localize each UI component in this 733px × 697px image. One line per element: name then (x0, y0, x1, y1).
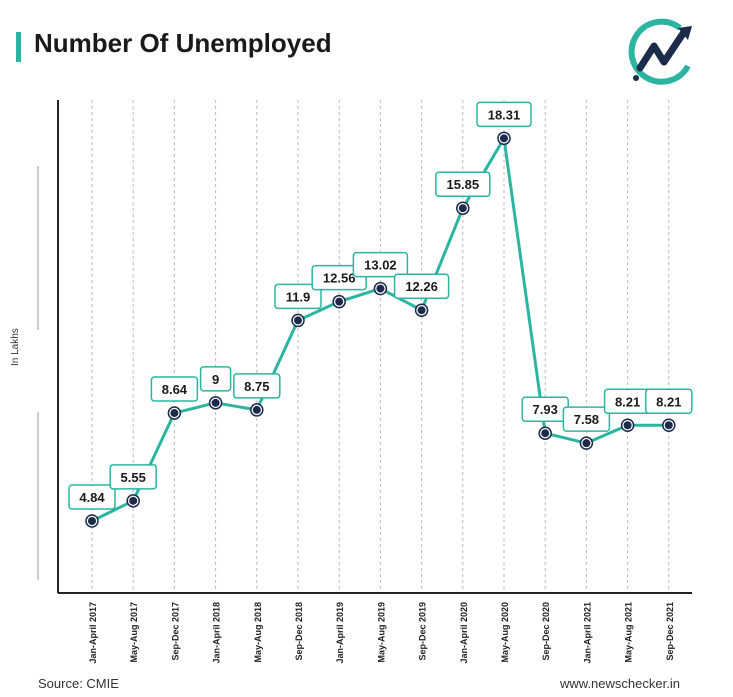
data-label: 12.56 (323, 271, 356, 286)
data-point (170, 409, 179, 418)
data-point (211, 398, 220, 407)
data-point (88, 517, 96, 525)
x-tick-label: May-Aug 2018 (253, 602, 263, 663)
data-label: 7.58 (574, 412, 599, 427)
x-tick-label: Jan-April 2018 (212, 602, 222, 664)
data-point (541, 429, 550, 438)
data-point (664, 421, 673, 430)
data-point (500, 134, 508, 143)
data-label: 11.9 (286, 289, 311, 304)
data-point (129, 496, 138, 505)
title-accent-bar (16, 32, 21, 62)
data-label: 12.26 (405, 279, 438, 294)
data-label-box (68, 484, 116, 510)
data-label-box (109, 464, 157, 490)
data-label: 7.93 (533, 402, 558, 417)
data-point (252, 405, 261, 414)
data-label-box (150, 376, 199, 402)
data-label: 13.02 (364, 258, 397, 273)
x-tick-label: May-Aug 2021 (624, 602, 634, 663)
data-label-box (233, 373, 281, 399)
chart-title: Number Of Unemployed (34, 28, 332, 58)
data-label: 8.21 (615, 394, 640, 409)
source-text: Source: CMIE (38, 676, 119, 691)
x-tick-label: Jan-April 2017 (88, 602, 98, 664)
data-label: 15.85 (447, 177, 480, 192)
data-label-box (476, 101, 532, 128)
data-label: 5.55 (121, 470, 146, 485)
x-tick-label: May-Aug 2017 (129, 602, 139, 663)
data-label-box (274, 283, 322, 310)
data-label-box (562, 406, 611, 432)
x-tick-label: Jan-April 2021 (582, 602, 592, 664)
data-point (458, 204, 467, 213)
data-label: 8.64 (162, 382, 188, 397)
x-tick-label: Sep-Dec 2018 (294, 602, 304, 661)
x-tick-label: May-Aug 2020 (500, 602, 510, 663)
x-tick-label: Sep-Dec 2021 (665, 602, 675, 661)
data-point (582, 439, 591, 448)
x-tick-label: Sep-Dec 2017 (170, 602, 180, 661)
data-label-box (645, 388, 693, 415)
data-label: 8.21 (656, 394, 681, 409)
data-label: 8.75 (244, 379, 269, 394)
data-label: 9 (212, 372, 219, 387)
x-tick-label: Jan-April 2019 (335, 602, 345, 664)
x-tick-label: May-Aug 2019 (376, 602, 386, 663)
data-point (417, 306, 426, 315)
data-point (376, 284, 385, 293)
data-label-box (435, 171, 491, 197)
site-url: www.newschecker.in (560, 676, 680, 691)
data-point (623, 421, 632, 430)
x-tick-label: Sep-Dec 2019 (418, 602, 428, 661)
newschecker-logo-icon (628, 18, 692, 85)
data-label: 4.84 (79, 490, 105, 505)
data-point (335, 297, 344, 306)
x-tick-label: Jan-April 2020 (459, 602, 469, 664)
data-point (294, 316, 302, 325)
data-label: 18.31 (488, 107, 521, 122)
data-label-box (393, 273, 450, 299)
x-tick-label: Sep-Dec 2020 (541, 602, 551, 661)
data-label-box (352, 251, 409, 278)
data-label-box (199, 366, 232, 392)
